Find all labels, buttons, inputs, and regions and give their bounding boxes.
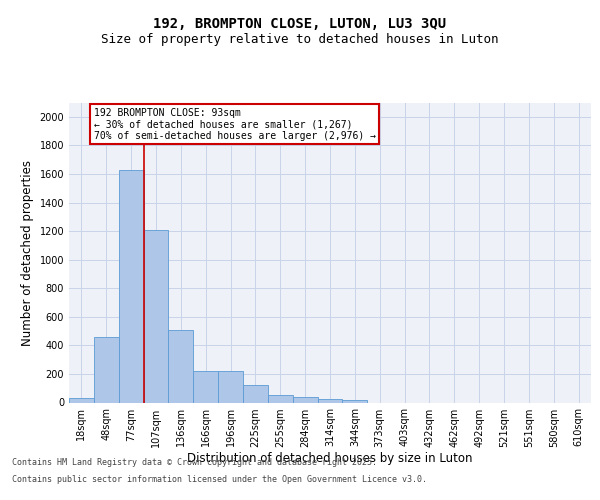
Text: 192 BROMPTON CLOSE: 93sqm
← 30% of detached houses are smaller (1,267)
70% of se: 192 BROMPTON CLOSE: 93sqm ← 30% of detac…	[94, 108, 376, 140]
Bar	[119, 170, 143, 402]
Bar	[193, 371, 218, 402]
Bar	[69, 398, 94, 402]
Bar	[143, 230, 169, 402]
Bar	[317, 399, 343, 402]
Text: Size of property relative to detached houses in Luton: Size of property relative to detached ho…	[101, 32, 499, 46]
Text: Contains public sector information licensed under the Open Government Licence v3: Contains public sector information licen…	[12, 476, 427, 484]
Bar	[169, 330, 193, 402]
Bar	[293, 397, 317, 402]
Bar	[268, 396, 293, 402]
Text: Contains HM Land Registry data © Crown copyright and database right 2025.: Contains HM Land Registry data © Crown c…	[12, 458, 377, 467]
Bar	[94, 337, 119, 402]
Bar	[218, 371, 243, 402]
X-axis label: Distribution of detached houses by size in Luton: Distribution of detached houses by size …	[187, 452, 473, 466]
Y-axis label: Number of detached properties: Number of detached properties	[21, 160, 34, 346]
Bar	[243, 384, 268, 402]
Text: 192, BROMPTON CLOSE, LUTON, LU3 3QU: 192, BROMPTON CLOSE, LUTON, LU3 3QU	[154, 18, 446, 32]
Bar	[343, 400, 367, 402]
